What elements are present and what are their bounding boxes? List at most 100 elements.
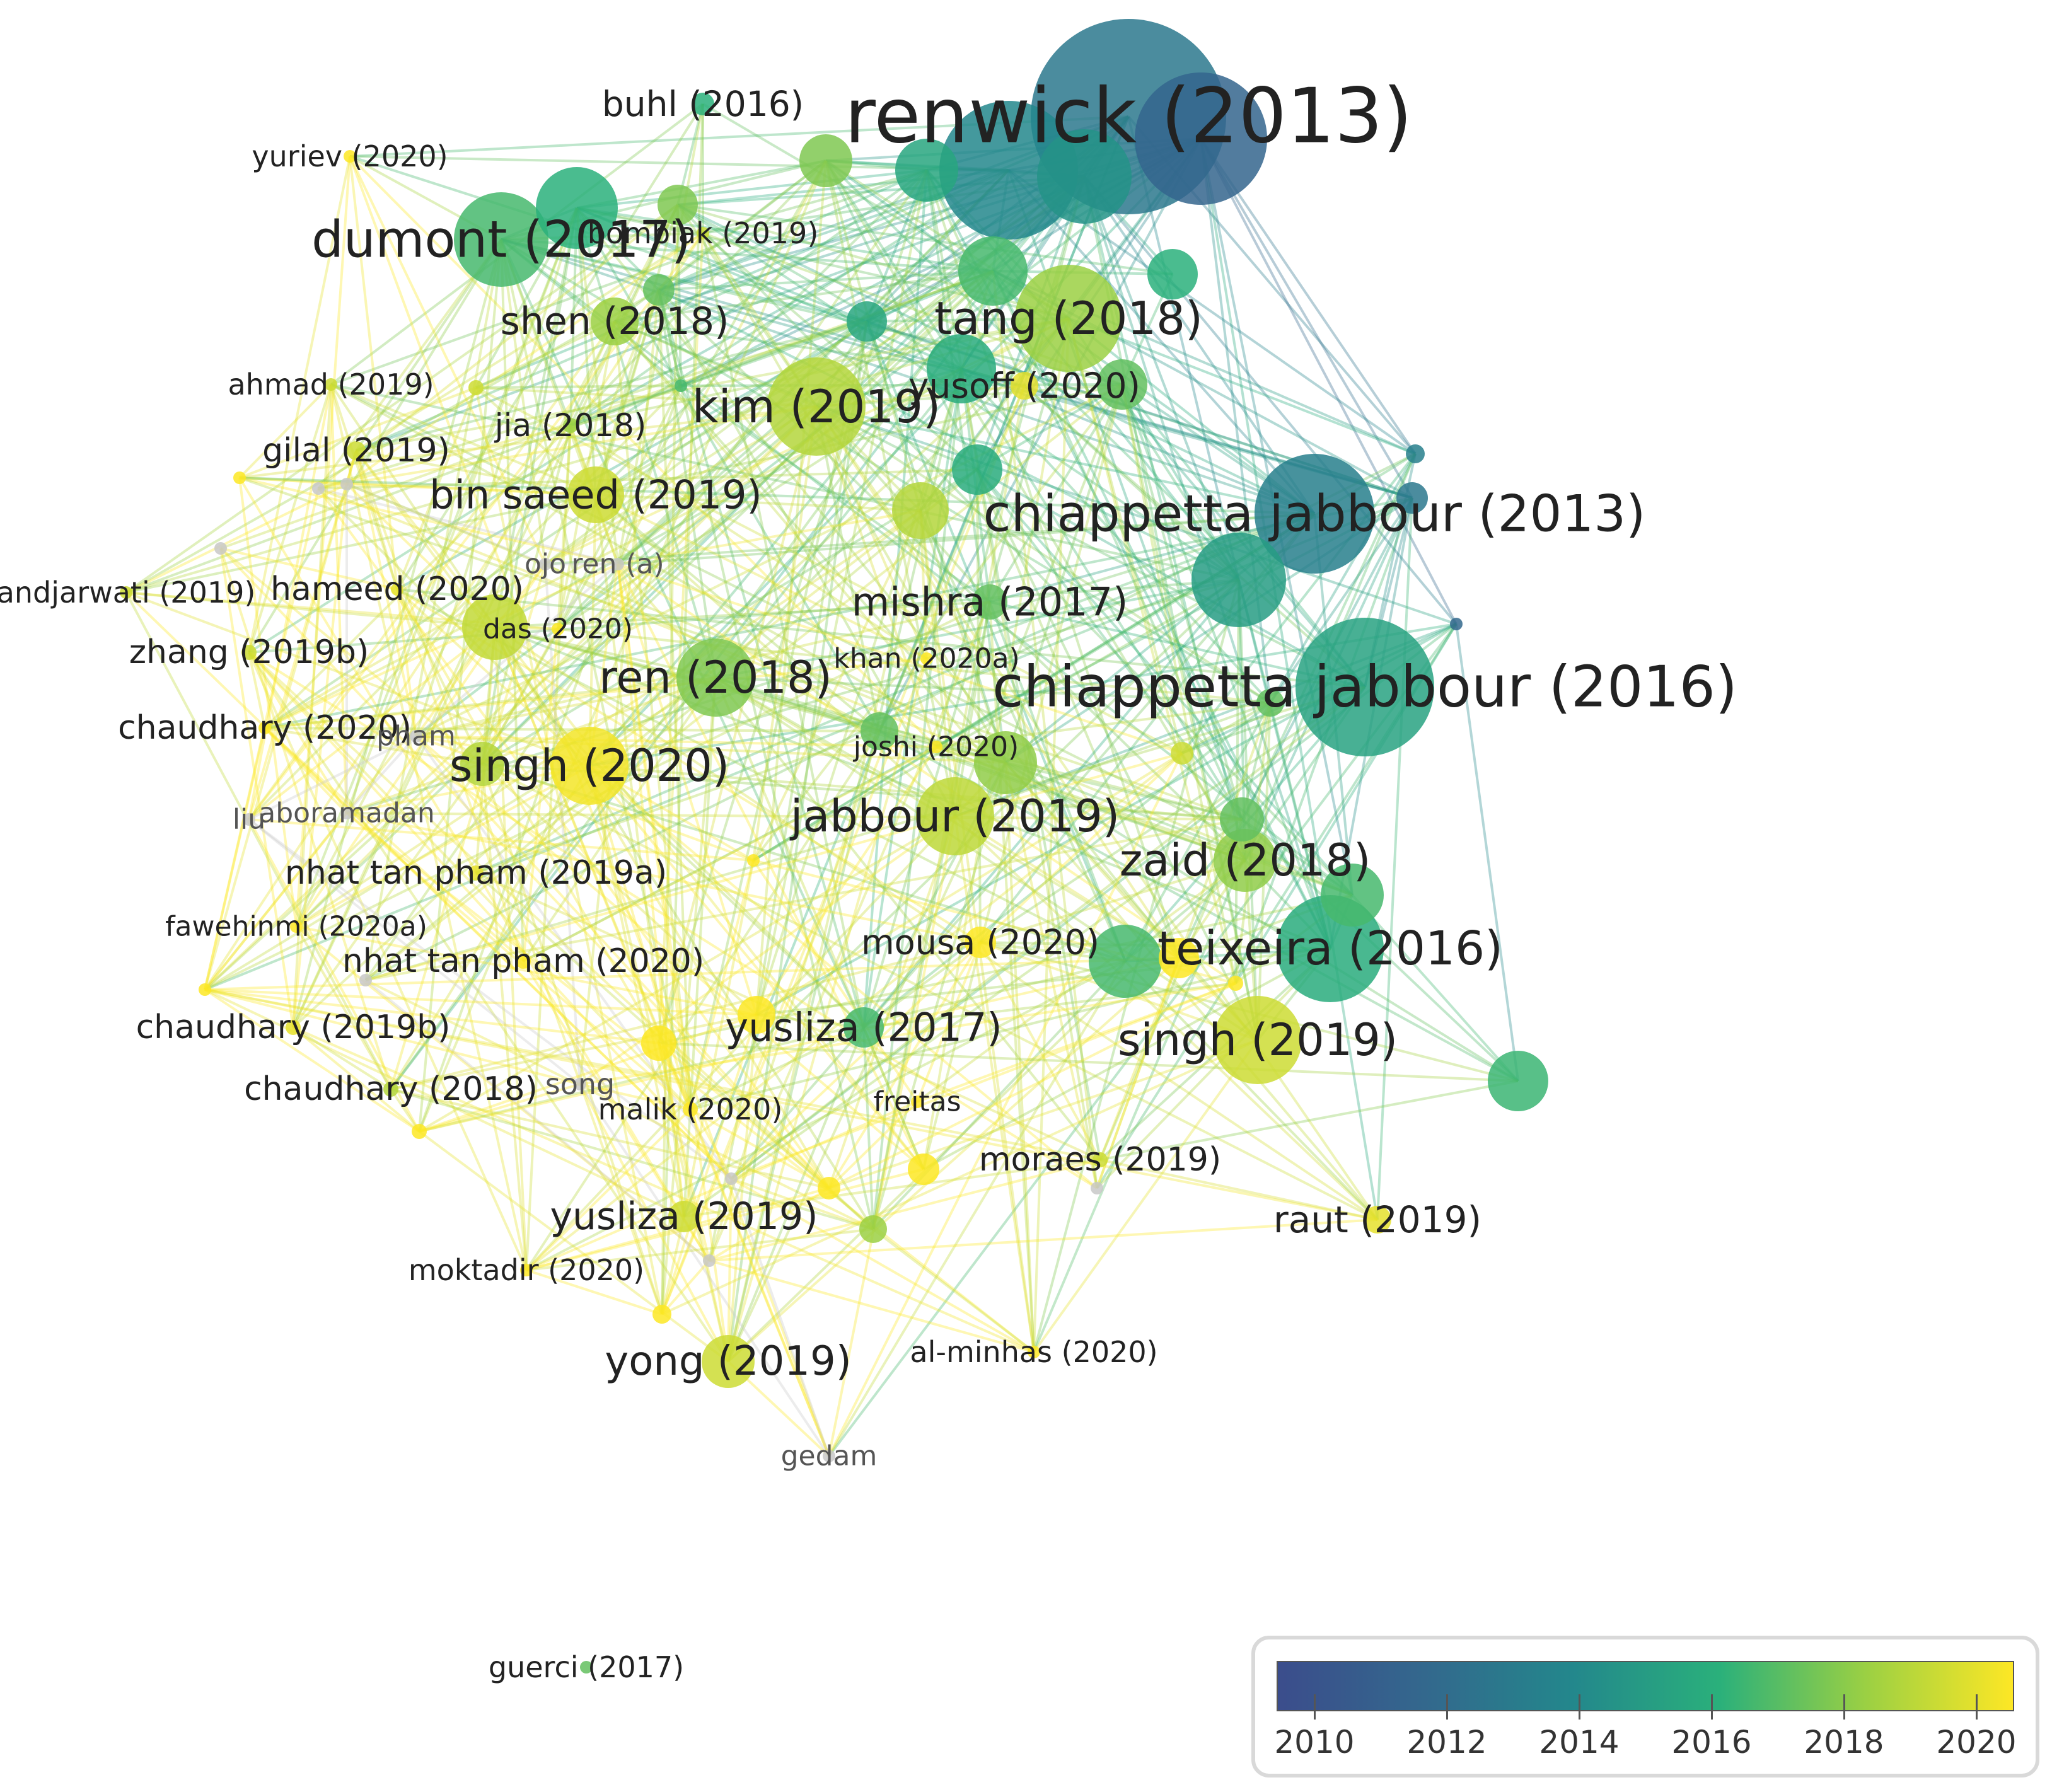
network-node[interactable]	[908, 1153, 939, 1185]
network-node[interactable]	[1364, 1206, 1391, 1234]
network-node[interactable]	[233, 471, 246, 484]
network-node[interactable]	[702, 1335, 755, 1388]
network-node[interactable]	[243, 813, 255, 826]
node-label[interactable]: ahmad (2019)	[228, 367, 434, 402]
node-label[interactable]: yuriev (2020)	[252, 139, 448, 173]
network-node[interactable]	[312, 482, 325, 495]
node-label[interactable]: chaudhary (2018)	[244, 1070, 538, 1108]
network-node[interactable]	[658, 185, 698, 225]
node-label[interactable]: bin saeed (2019)	[429, 472, 762, 518]
network-node[interactable]	[340, 807, 353, 819]
node-label[interactable]: gilal (2019)	[262, 432, 450, 470]
node-label[interactable]: kim (2019)	[692, 380, 941, 433]
network-node[interactable]	[920, 652, 933, 665]
network-node[interactable]	[1214, 829, 1277, 892]
node-label[interactable]: bombiak (2019)	[588, 216, 819, 250]
node-label[interactable]: jia (2018)	[494, 407, 647, 444]
network-node[interactable]	[1396, 482, 1428, 514]
network-node[interactable]	[683, 1102, 698, 1117]
node-label[interactable]: ojo	[525, 548, 566, 581]
network-node[interactable]	[1159, 938, 1199, 978]
network-node[interactable]	[1135, 72, 1267, 205]
network-node[interactable]	[120, 586, 132, 599]
node-label[interactable]: yusliza (2019)	[550, 1194, 818, 1239]
network-node[interactable]	[1488, 1051, 1548, 1111]
network-node[interactable]	[383, 1082, 398, 1097]
node-label[interactable]: yong (2019)	[605, 1338, 851, 1385]
network-node[interactable]	[927, 334, 996, 403]
network-node[interactable]	[563, 418, 578, 433]
node-label[interactable]: nhat tan pham (2019a)	[285, 854, 667, 892]
network-node[interactable]	[454, 192, 548, 287]
network-node[interactable]	[516, 954, 531, 969]
network-node[interactable]	[703, 1254, 716, 1267]
network-node[interactable]	[1214, 996, 1302, 1084]
network-node[interactable]	[1228, 976, 1243, 991]
network-node[interactable]	[290, 920, 303, 933]
node-label[interactable]: andjarwati (2019)	[0, 575, 255, 610]
node-label[interactable]: singh (2019)	[1118, 1014, 1398, 1066]
network-node[interactable]	[1321, 864, 1384, 927]
network-node[interactable]	[520, 1264, 533, 1276]
network-node[interactable]	[958, 236, 1028, 306]
node-label[interactable]: shen (2018)	[501, 299, 729, 344]
network-node[interactable]	[412, 1124, 427, 1139]
network-node[interactable]	[580, 1661, 593, 1673]
network-node[interactable]	[939, 101, 1078, 240]
network-node[interactable]	[1097, 359, 1147, 410]
network-node[interactable]	[974, 731, 1037, 794]
network-node[interactable]	[536, 167, 618, 249]
node-label[interactable]: jabbour (2019)	[789, 790, 1120, 842]
network-node[interactable]	[574, 1078, 586, 1090]
node-label[interactable]: fawehinmi (2020a)	[165, 911, 427, 943]
network-node[interactable]	[347, 441, 366, 460]
network-node[interactable]	[725, 1172, 738, 1185]
network-node[interactable]	[1450, 618, 1463, 630]
network-node[interactable]	[859, 1215, 887, 1243]
network-node[interactable]	[847, 301, 887, 342]
node-label[interactable]: chiappetta jabbour (2013)	[983, 485, 1646, 543]
node-label[interactable]: zaid (2018)	[1120, 835, 1371, 886]
node-label[interactable]: malik (2020)	[598, 1092, 783, 1126]
node-label[interactable]: freitas	[873, 1086, 961, 1118]
node-label[interactable]: mousa (2020)	[861, 923, 1099, 962]
network-node[interactable]	[747, 854, 760, 867]
network-node[interactable]	[552, 623, 564, 635]
network-node[interactable]	[818, 1177, 840, 1199]
network-node[interactable]	[911, 1095, 924, 1108]
network-node[interactable]	[241, 645, 257, 660]
network-node[interactable]	[410, 730, 422, 743]
network-node[interactable]	[843, 1007, 884, 1048]
network-node[interactable]	[199, 983, 211, 996]
network-node[interactable]	[340, 478, 353, 490]
node-label[interactable]: moktadir (2020)	[409, 1253, 644, 1287]
network-node[interactable]	[591, 298, 639, 345]
network-node[interactable]	[462, 594, 528, 660]
node-label[interactable]: chaudhary (2020)	[118, 709, 412, 747]
node-label[interactable]: teixeira (2016)	[1157, 922, 1503, 976]
network-node[interactable]	[799, 134, 852, 187]
network-node[interactable]	[1220, 797, 1264, 841]
network-node[interactable]	[823, 1450, 835, 1462]
network-node[interactable]	[258, 722, 271, 734]
node-label[interactable]: gedam	[781, 1440, 878, 1472]
node-label[interactable]: tang (2018)	[934, 292, 1203, 345]
network-node[interactable]	[916, 777, 994, 855]
network-node[interactable]	[1028, 1346, 1040, 1358]
node-label[interactable]: yusliza (2017)	[725, 1005, 1002, 1051]
node-label[interactable]: liu	[233, 804, 265, 836]
node-label[interactable]: ren (2018)	[599, 652, 832, 703]
network-node[interactable]	[391, 583, 403, 596]
network-node[interactable]	[892, 482, 949, 539]
network-node[interactable]	[1089, 925, 1162, 998]
network-node[interactable]	[1171, 742, 1193, 765]
network-node[interactable]	[460, 742, 504, 786]
network-node[interactable]	[1015, 265, 1122, 372]
network-node[interactable]	[286, 1020, 301, 1035]
network-node[interactable]	[668, 1201, 700, 1232]
network-node[interactable]	[965, 927, 996, 958]
network-node[interactable]	[325, 378, 337, 391]
network-node[interactable]	[767, 357, 866, 456]
network-node[interactable]	[738, 996, 775, 1034]
network-node[interactable]	[972, 584, 1007, 620]
